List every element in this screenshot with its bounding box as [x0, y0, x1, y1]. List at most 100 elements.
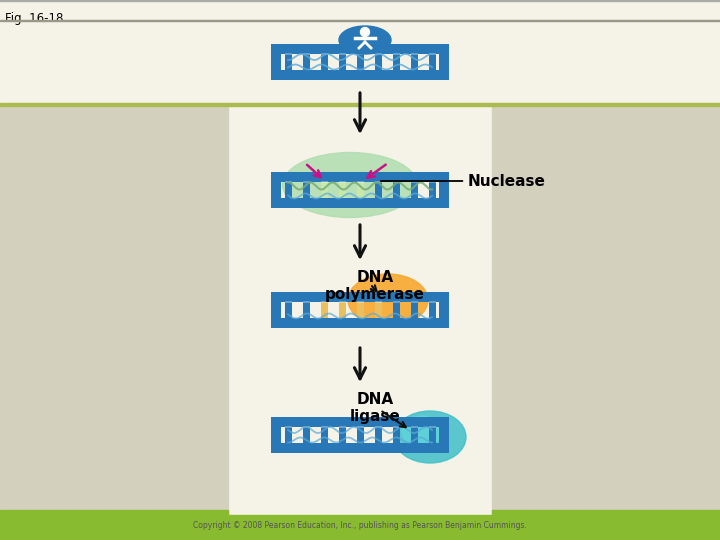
Bar [439, 172, 449, 208]
Bar [302, 53, 310, 55]
Bar [284, 54, 292, 70]
Bar [274, 318, 446, 328]
Bar [338, 426, 346, 428]
Bar [410, 426, 418, 428]
Bar [320, 427, 328, 443]
Bar [320, 181, 328, 183]
Bar [410, 53, 418, 55]
Bar [374, 302, 382, 318]
Bar [392, 302, 400, 318]
Text: Copyright © 2008 Pearson Education, Inc., publishing as Pearson Benjamin Cumming: Copyright © 2008 Pearson Education, Inc.… [193, 521, 527, 530]
Bar [338, 302, 346, 318]
Bar [274, 417, 446, 427]
Bar [274, 443, 446, 453]
Bar [439, 292, 449, 328]
Bar [374, 181, 382, 183]
Bar [284, 427, 292, 443]
Ellipse shape [394, 411, 466, 463]
Ellipse shape [282, 152, 418, 218]
Bar [320, 54, 328, 70]
Bar [392, 54, 400, 70]
Bar [320, 302, 328, 318]
Bar [302, 427, 310, 443]
Text: DNA
polymerase: DNA polymerase [325, 270, 425, 302]
Bar [0, 20, 720, 21]
Bar [0, 0, 720, 1]
Bar [271, 292, 281, 328]
Bar [284, 182, 292, 198]
Bar [410, 181, 418, 183]
Bar [271, 417, 281, 453]
Bar [410, 301, 418, 303]
Bar [338, 301, 346, 303]
Bar [374, 53, 382, 55]
Bar [428, 182, 436, 198]
Text: Fig. 16-18: Fig. 16-18 [5, 12, 63, 25]
Bar [274, 44, 446, 54]
Bar [428, 301, 436, 303]
Bar [356, 426, 364, 428]
Bar [439, 44, 449, 80]
Bar [320, 53, 328, 55]
Bar [374, 427, 382, 443]
Text: DNA
ligase: DNA ligase [350, 392, 400, 424]
Bar [338, 181, 346, 183]
Bar [356, 301, 364, 303]
Bar [374, 182, 382, 198]
Bar [428, 426, 436, 428]
Bar [338, 182, 346, 198]
Bar [356, 302, 364, 318]
Bar [428, 181, 436, 183]
Bar [0, 103, 720, 106]
Bar [284, 426, 292, 428]
Ellipse shape [402, 416, 442, 446]
Bar [392, 427, 400, 443]
Bar [374, 426, 382, 428]
Bar [284, 302, 292, 318]
Bar [428, 427, 436, 443]
Bar [428, 302, 436, 318]
Bar [302, 182, 310, 198]
Bar [0, 105, 228, 515]
Bar [392, 182, 400, 198]
Bar [428, 54, 436, 70]
Bar [428, 53, 436, 55]
Bar [284, 53, 292, 55]
Bar [284, 301, 292, 303]
Bar [274, 70, 446, 80]
Bar [338, 54, 346, 70]
Bar [271, 172, 281, 208]
Bar [320, 301, 328, 303]
Bar [392, 53, 400, 55]
Bar [0, 510, 228, 540]
Bar [392, 301, 400, 303]
Bar [374, 301, 382, 303]
Bar [0, 515, 720, 540]
Bar [338, 427, 346, 443]
Bar [356, 53, 364, 55]
Bar [439, 417, 449, 453]
Bar [274, 198, 446, 208]
Ellipse shape [348, 274, 428, 326]
Ellipse shape [339, 26, 391, 54]
Bar [410, 302, 418, 318]
Bar [410, 427, 418, 443]
Bar [356, 182, 364, 198]
Bar [492, 510, 720, 540]
Text: Nuclease: Nuclease [381, 173, 546, 188]
Bar [271, 44, 281, 80]
Bar [302, 426, 310, 428]
Bar [356, 181, 364, 183]
Bar [302, 302, 310, 318]
Bar [302, 301, 310, 303]
Bar [302, 54, 310, 70]
Bar [284, 181, 292, 183]
Ellipse shape [361, 28, 369, 37]
Bar [274, 292, 446, 302]
Bar [274, 172, 446, 182]
Bar [392, 426, 400, 428]
Bar [320, 182, 328, 198]
Bar [338, 53, 346, 55]
Bar [320, 426, 328, 428]
Bar [356, 427, 364, 443]
